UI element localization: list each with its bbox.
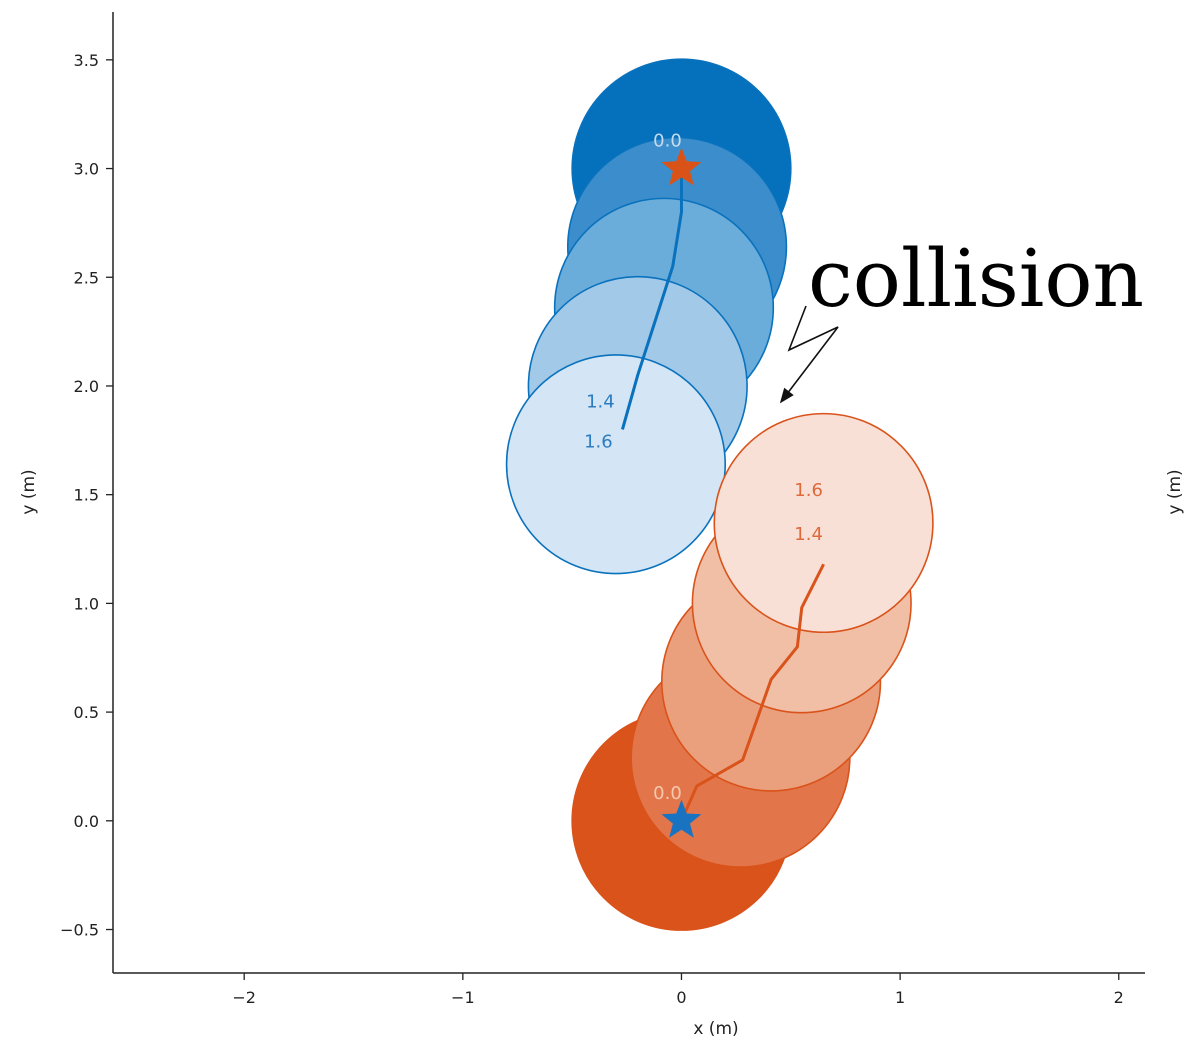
time-labels: 0.0 1.4 1.6 0.0 1.4 1.6 [584,131,823,804]
collision-arrow [782,305,839,400]
x-tick-label: 0 [676,988,686,1007]
y-tick-label: 0.0 [74,812,99,831]
y-tick-label: −0.5 [60,921,99,940]
x-tick-label: 2 [1114,988,1124,1007]
collision-arrowhead [779,387,794,404]
robot-orange-circle-4 [713,412,934,634]
ticks: −2 −1 0 1 2 −0.5 0.0 0.5 1.0 1.5 2.0 2.5 3.0 3.5 [60,51,1124,1007]
axes [112,12,1145,974]
y-tick-label: 0.5 [74,703,99,722]
time-label-orange-1-4: 1.4 [794,524,823,545]
y-tick-label: 2.5 [74,268,99,287]
robot-paths [620,168,825,822]
time-label-blue-0-0: 0.0 [653,131,682,152]
x-tick-label: −1 [451,988,475,1007]
collision-text: collision [808,232,1144,325]
goal-markers [661,147,702,838]
y-tick-label: 2.0 [74,377,99,396]
blue-goal-star [661,799,702,838]
right-y-axis-label: y (m) [1165,469,1185,514]
collision-annotation: collision [779,232,1144,404]
time-label-blue-1-4: 1.4 [586,391,615,412]
robot-blue-path [620,168,683,430]
y-axis-label: y (m) [19,469,39,514]
time-label-orange-1-6: 1.6 [794,480,823,501]
y-tick-label: 3.5 [74,51,99,70]
x-tick-label: −2 [232,988,256,1007]
y-tick-label: 1.0 [74,594,99,613]
robot-circles [505,58,934,931]
y-tick-label: 1.5 [74,486,99,505]
y-tick-label: 3.0 [74,160,99,179]
time-label-blue-1-6: 1.6 [584,431,613,452]
x-tick-label: 1 [895,988,905,1007]
robot-orange-path [680,563,825,822]
time-label-orange-0-0: 0.0 [653,783,682,804]
x-axis-label: x (m) [693,1019,738,1039]
orange-goal-star [661,147,702,186]
robot-blue-circle-4 [505,354,727,575]
